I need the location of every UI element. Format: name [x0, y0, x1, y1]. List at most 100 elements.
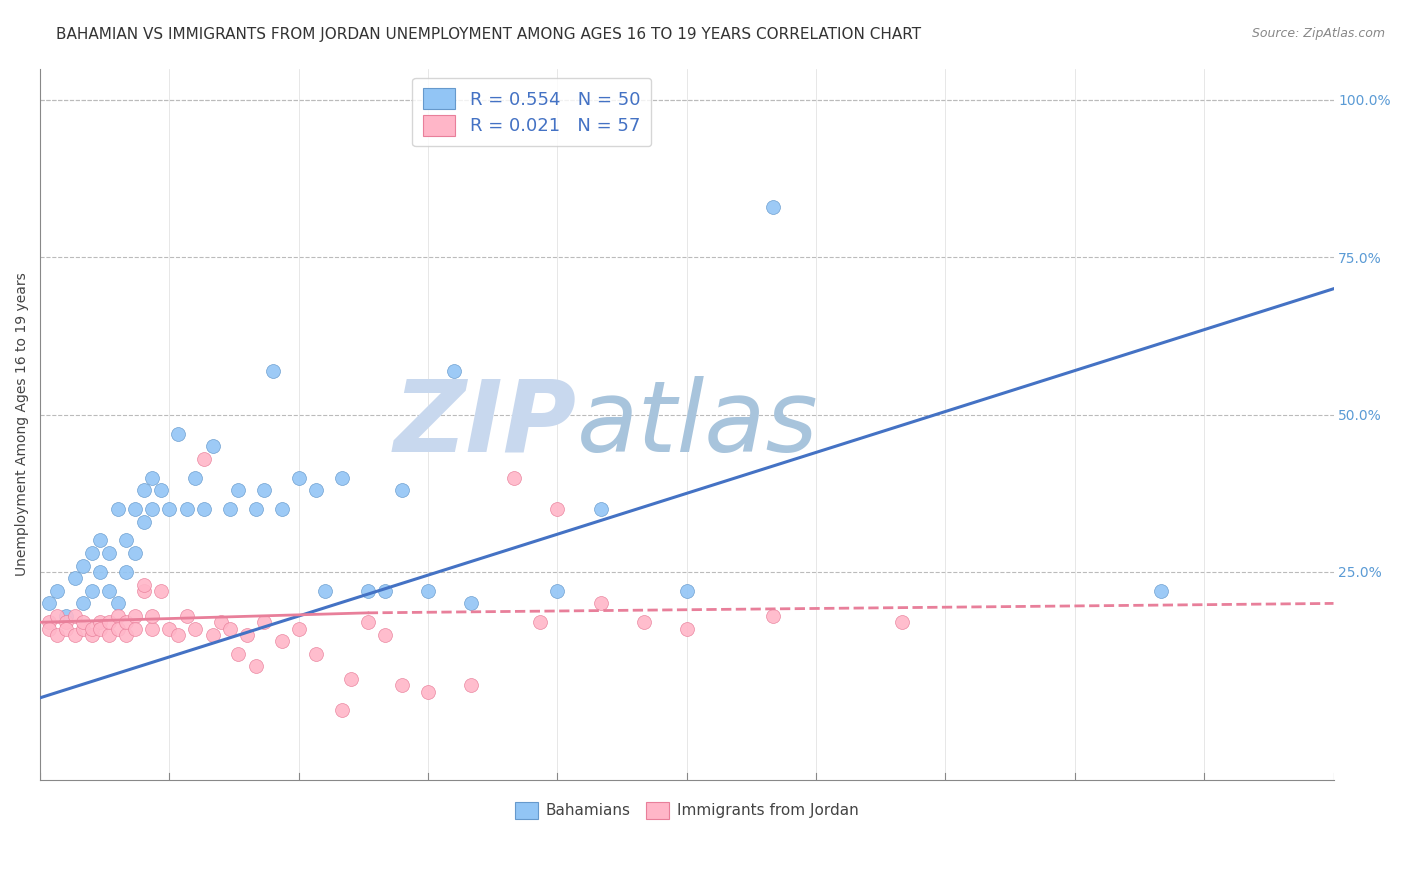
Point — [115, 533, 138, 548]
Point — [115, 565, 138, 579]
Point — [176, 609, 198, 624]
Point — [236, 628, 259, 642]
Legend: Bahamians, Immigrants from Jordan: Bahamians, Immigrants from Jordan — [509, 796, 865, 825]
Point — [132, 583, 155, 598]
Point — [184, 622, 207, 636]
Point — [270, 634, 292, 648]
Point — [159, 502, 181, 516]
Point — [46, 609, 69, 624]
Point — [245, 659, 267, 673]
Point — [149, 583, 172, 598]
Point — [201, 439, 224, 453]
Point — [72, 558, 94, 573]
Point — [80, 622, 103, 636]
Point — [55, 615, 77, 630]
Text: ZIP: ZIP — [394, 376, 576, 473]
Point — [124, 622, 146, 636]
Point — [418, 583, 440, 598]
Point — [357, 583, 380, 598]
Point — [460, 678, 482, 692]
Point — [141, 502, 163, 516]
Point — [374, 628, 396, 642]
Point — [132, 483, 155, 497]
Point — [63, 609, 86, 624]
Point — [675, 622, 697, 636]
Point — [89, 622, 111, 636]
Point — [132, 515, 155, 529]
Point — [762, 609, 785, 624]
Point — [72, 622, 94, 636]
Point — [418, 684, 440, 698]
Point — [141, 470, 163, 484]
Point — [305, 483, 328, 497]
Point — [55, 609, 77, 624]
Point — [245, 502, 267, 516]
Point — [193, 502, 215, 516]
Point — [357, 615, 380, 630]
Point — [124, 609, 146, 624]
Point — [98, 583, 121, 598]
Point — [159, 622, 181, 636]
Point — [288, 622, 311, 636]
Point — [288, 470, 311, 484]
Point — [529, 615, 551, 630]
Point — [262, 363, 284, 377]
Point — [546, 502, 568, 516]
Point — [253, 615, 276, 630]
Point — [762, 200, 785, 214]
Point — [633, 615, 655, 630]
Point — [270, 502, 292, 516]
Point — [589, 502, 612, 516]
Point — [80, 583, 103, 598]
Point — [89, 533, 111, 548]
Point — [124, 502, 146, 516]
Point — [98, 628, 121, 642]
Point — [339, 672, 361, 686]
Point — [391, 678, 413, 692]
Point — [107, 596, 129, 610]
Point — [253, 483, 276, 497]
Point — [546, 583, 568, 598]
Point — [391, 483, 413, 497]
Point — [330, 470, 353, 484]
Point — [891, 615, 914, 630]
Point — [167, 628, 190, 642]
Point — [63, 628, 86, 642]
Point — [305, 647, 328, 661]
Point — [675, 583, 697, 598]
Point — [72, 596, 94, 610]
Text: Source: ZipAtlas.com: Source: ZipAtlas.com — [1251, 27, 1385, 40]
Point — [460, 596, 482, 610]
Point — [184, 470, 207, 484]
Point — [115, 615, 138, 630]
Point — [98, 615, 121, 630]
Point — [80, 546, 103, 560]
Point — [228, 483, 250, 497]
Point — [124, 546, 146, 560]
Point — [503, 470, 526, 484]
Point — [38, 622, 60, 636]
Point — [72, 615, 94, 630]
Y-axis label: Unemployment Among Ages 16 to 19 years: Unemployment Among Ages 16 to 19 years — [15, 272, 30, 576]
Point — [218, 502, 240, 516]
Point — [80, 628, 103, 642]
Point — [374, 583, 396, 598]
Text: BAHAMIAN VS IMMIGRANTS FROM JORDAN UNEMPLOYMENT AMONG AGES 16 TO 19 YEARS CORREL: BAHAMIAN VS IMMIGRANTS FROM JORDAN UNEMP… — [56, 27, 921, 42]
Point — [107, 622, 129, 636]
Text: atlas: atlas — [576, 376, 818, 473]
Point — [107, 609, 129, 624]
Point — [141, 609, 163, 624]
Point — [55, 622, 77, 636]
Point — [89, 615, 111, 630]
Point — [107, 502, 129, 516]
Point — [193, 451, 215, 466]
Point — [89, 565, 111, 579]
Point — [589, 596, 612, 610]
Point — [38, 596, 60, 610]
Point — [176, 502, 198, 516]
Point — [218, 622, 240, 636]
Point — [132, 577, 155, 591]
Point — [63, 571, 86, 585]
Point — [141, 622, 163, 636]
Point — [46, 583, 69, 598]
